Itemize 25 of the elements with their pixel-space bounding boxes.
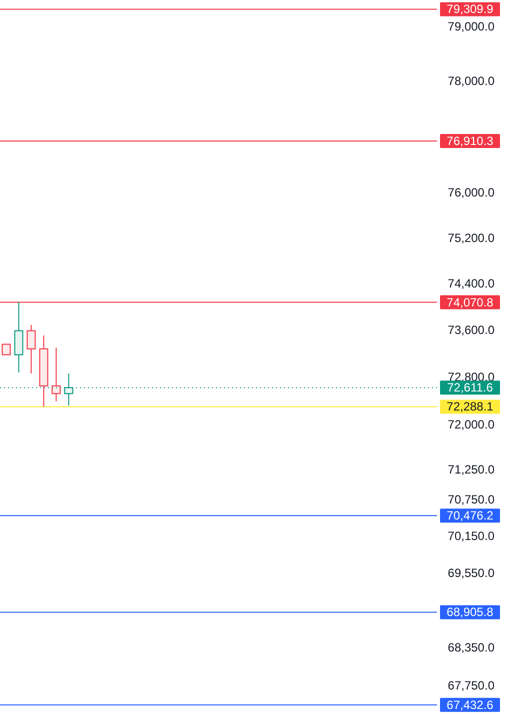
y-tick-label: 75,200.0 bbox=[448, 230, 495, 245]
ref-line-label: 76,910.3 bbox=[446, 134, 494, 148]
y-tick-label: 67,750.0 bbox=[448, 678, 495, 692]
y-tick-label: 70,150.0 bbox=[448, 528, 495, 543]
y-tick-label: 78,000.0 bbox=[448, 74, 495, 88]
y-tick-label: 69,550.0 bbox=[448, 566, 495, 580]
candlestick bbox=[26, 324, 36, 374]
y-tick-label: 73,600.0 bbox=[448, 323, 495, 338]
y-tick-label: 72,000.0 bbox=[448, 417, 495, 432]
y-tick-label: 68,350.0 bbox=[448, 640, 495, 654]
y-tick-label: 71,250.0 bbox=[448, 462, 495, 476]
ref-line-label: 70,476.2 bbox=[446, 508, 494, 523]
ref-line-label: 79,309.9 bbox=[446, 2, 494, 16]
y-tick-label: 74,400.0 bbox=[448, 276, 495, 291]
candlestick bbox=[2, 344, 11, 356]
ref-line-label: 67,432.6 bbox=[446, 698, 494, 712]
candlestick bbox=[39, 334, 48, 408]
ref-line-label: 74,070.8 bbox=[446, 295, 494, 310]
y-tick-label: 76,000.0 bbox=[448, 186, 495, 200]
candlestick bbox=[52, 347, 61, 402]
y-tick-label: 70,750.0 bbox=[448, 492, 495, 506]
y-tick-label: 79,000.0 bbox=[448, 19, 495, 34]
ref-line-label: 68,905.8 bbox=[446, 605, 494, 620]
candlestick bbox=[14, 302, 24, 373]
ref-line-label: 72,288.1 bbox=[446, 400, 494, 414]
